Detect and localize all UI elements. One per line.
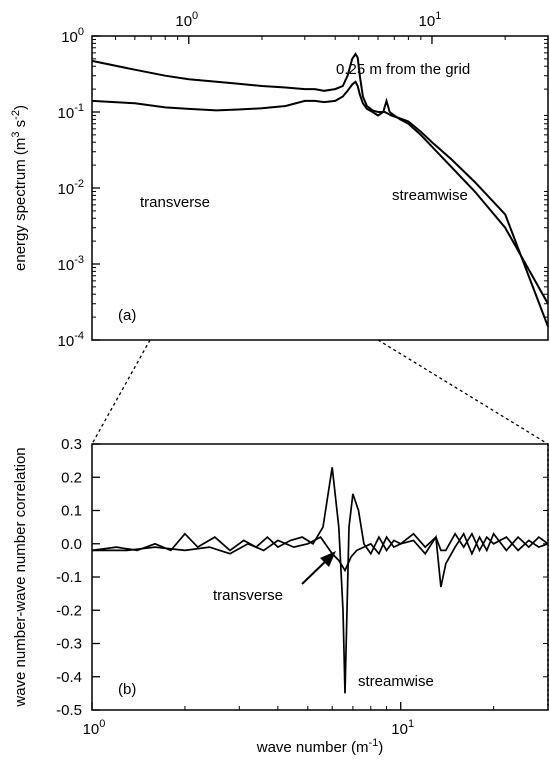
a-y-tick-label-3-exp: -3 (74, 254, 84, 266)
a-top-tick-label-0: 100 (175, 10, 198, 30)
b-y-tick-label-3: 0.0 (61, 536, 82, 553)
a-y-tick-label-4-exp: -4 (74, 330, 84, 342)
a-y-tick-label-4-base: 10 (58, 333, 75, 350)
b-y-tick-label-7: -0.4 (56, 669, 82, 686)
a-y-tick-label-1-base: 10 (58, 105, 75, 122)
a-top-tick-label-1-exp: 1 (435, 10, 441, 22)
panel-a-y-axis-label: energy spectrum (m3 s-2) (10, 105, 29, 271)
panel-b-streamwise-label: streamwise (358, 673, 434, 690)
panel-a-top-axis: 100101102 (91, 10, 549, 44)
xlabel-b-post: ) (378, 739, 383, 756)
a-y-tick-label-0: 100 (61, 26, 84, 46)
panel-b-frame (91, 443, 549, 711)
a-y-tick-label-2-base: 10 (58, 181, 75, 198)
panel-b-transverse-arrow-shaft (301, 558, 329, 585)
a-y-tick-label-1-exp: -1 (74, 102, 84, 114)
b-y-tick-label-1: 0.2 (61, 469, 82, 486)
b-y-tick-label-5: -0.2 (56, 602, 82, 619)
a-y-tick-label-2: 10-2 (58, 178, 84, 198)
panel-a-streamwise-label: streamwise (392, 187, 468, 204)
a-top-tick-label-0-exp: 0 (192, 10, 198, 22)
ylabel-a-mid: s (12, 120, 29, 132)
a-y-tick-label-2-exp: -2 (74, 178, 84, 190)
panel-b-transverse-label: transverse (213, 587, 283, 604)
b-x-tick-label-1-base: 10 (391, 721, 408, 738)
panel-b-y-axis: 0.3 0.2 0.1 0.0 -0.1 -0.2 -0.3 -0.4 -0.5 (56, 436, 548, 719)
a-top-tick-label-1-base: 10 (419, 13, 436, 30)
zoom-connector-right (377, 339, 549, 445)
panel-b-correlation: 100 101 0.30.20.10.0-0.1-0.2-0.3-0.4-0.5 … (12, 436, 549, 756)
xlabel-b-pre: wave number (m (256, 739, 369, 756)
a-y-tick-label-3: 10-3 (58, 254, 84, 274)
b-series-line-transverse (92, 531, 549, 588)
a-y-tick-label-3-base: 10 (58, 257, 75, 274)
panel-b-panel-label: (b) (118, 681, 136, 698)
a-y-tick-label-0-exp: 0 (78, 26, 84, 38)
b-x-tick-label-1-exp: 1 (408, 718, 414, 730)
ylabel-a-pre: energy spectrum (m (12, 138, 29, 271)
a-y-tick-label-0-base: 10 (61, 29, 78, 46)
a-series-line-transverse (91, 80, 549, 305)
b-x-tick-label-0: 100 (83, 718, 106, 738)
xlabel-b-sup: -1 (368, 737, 378, 749)
panel-b-y-axis-label: wave number-wave number correlation (12, 447, 29, 707)
b-y-tick-label-2: 0.1 (61, 503, 82, 520)
b-x-tick-label-1: 101 (391, 718, 414, 738)
a-y-tick-label-1: 10-1 (58, 102, 84, 122)
b-y-tick-label-0: 0.3 (61, 436, 82, 453)
ylabel-a-sup2: -2 (10, 110, 22, 120)
ylabel-a-post: ) (12, 105, 29, 110)
a-top-tick-label-1: 101 (419, 10, 442, 30)
b-x-tick-label-0-exp: 0 (99, 718, 105, 730)
a-top-tick-label-0-base: 10 (175, 13, 192, 30)
b-y-tick-label-8: -0.5 (56, 702, 82, 719)
panel-a-transverse-label: transverse (140, 194, 210, 211)
panel-a-series-lines (91, 52, 549, 327)
zoom-connector-left (91, 339, 151, 445)
panel-b-x-axis: 100 101 (83, 702, 549, 738)
panel-a-location-annotation: 0.25 m from the grid (336, 61, 470, 78)
panel-a-panel-label: (a) (118, 307, 136, 324)
b-x-tick-label-0-base: 10 (83, 721, 100, 738)
ylabel-a-sup1: 3 (10, 131, 22, 137)
a-series-line-streamwise (91, 52, 549, 327)
b-series-line-streamwise (91, 467, 549, 694)
a-y-tick-label-4: 10-4 (58, 330, 84, 350)
panel-b-transverse-arrow-head (320, 551, 336, 567)
panel-b-x-axis-label: wave number (m-1) (256, 737, 383, 756)
b-y-tick-label-6: -0.3 (56, 636, 82, 653)
b-y-tick-label-4: -0.1 (56, 569, 82, 586)
panel-b-series-lines (91, 467, 549, 694)
